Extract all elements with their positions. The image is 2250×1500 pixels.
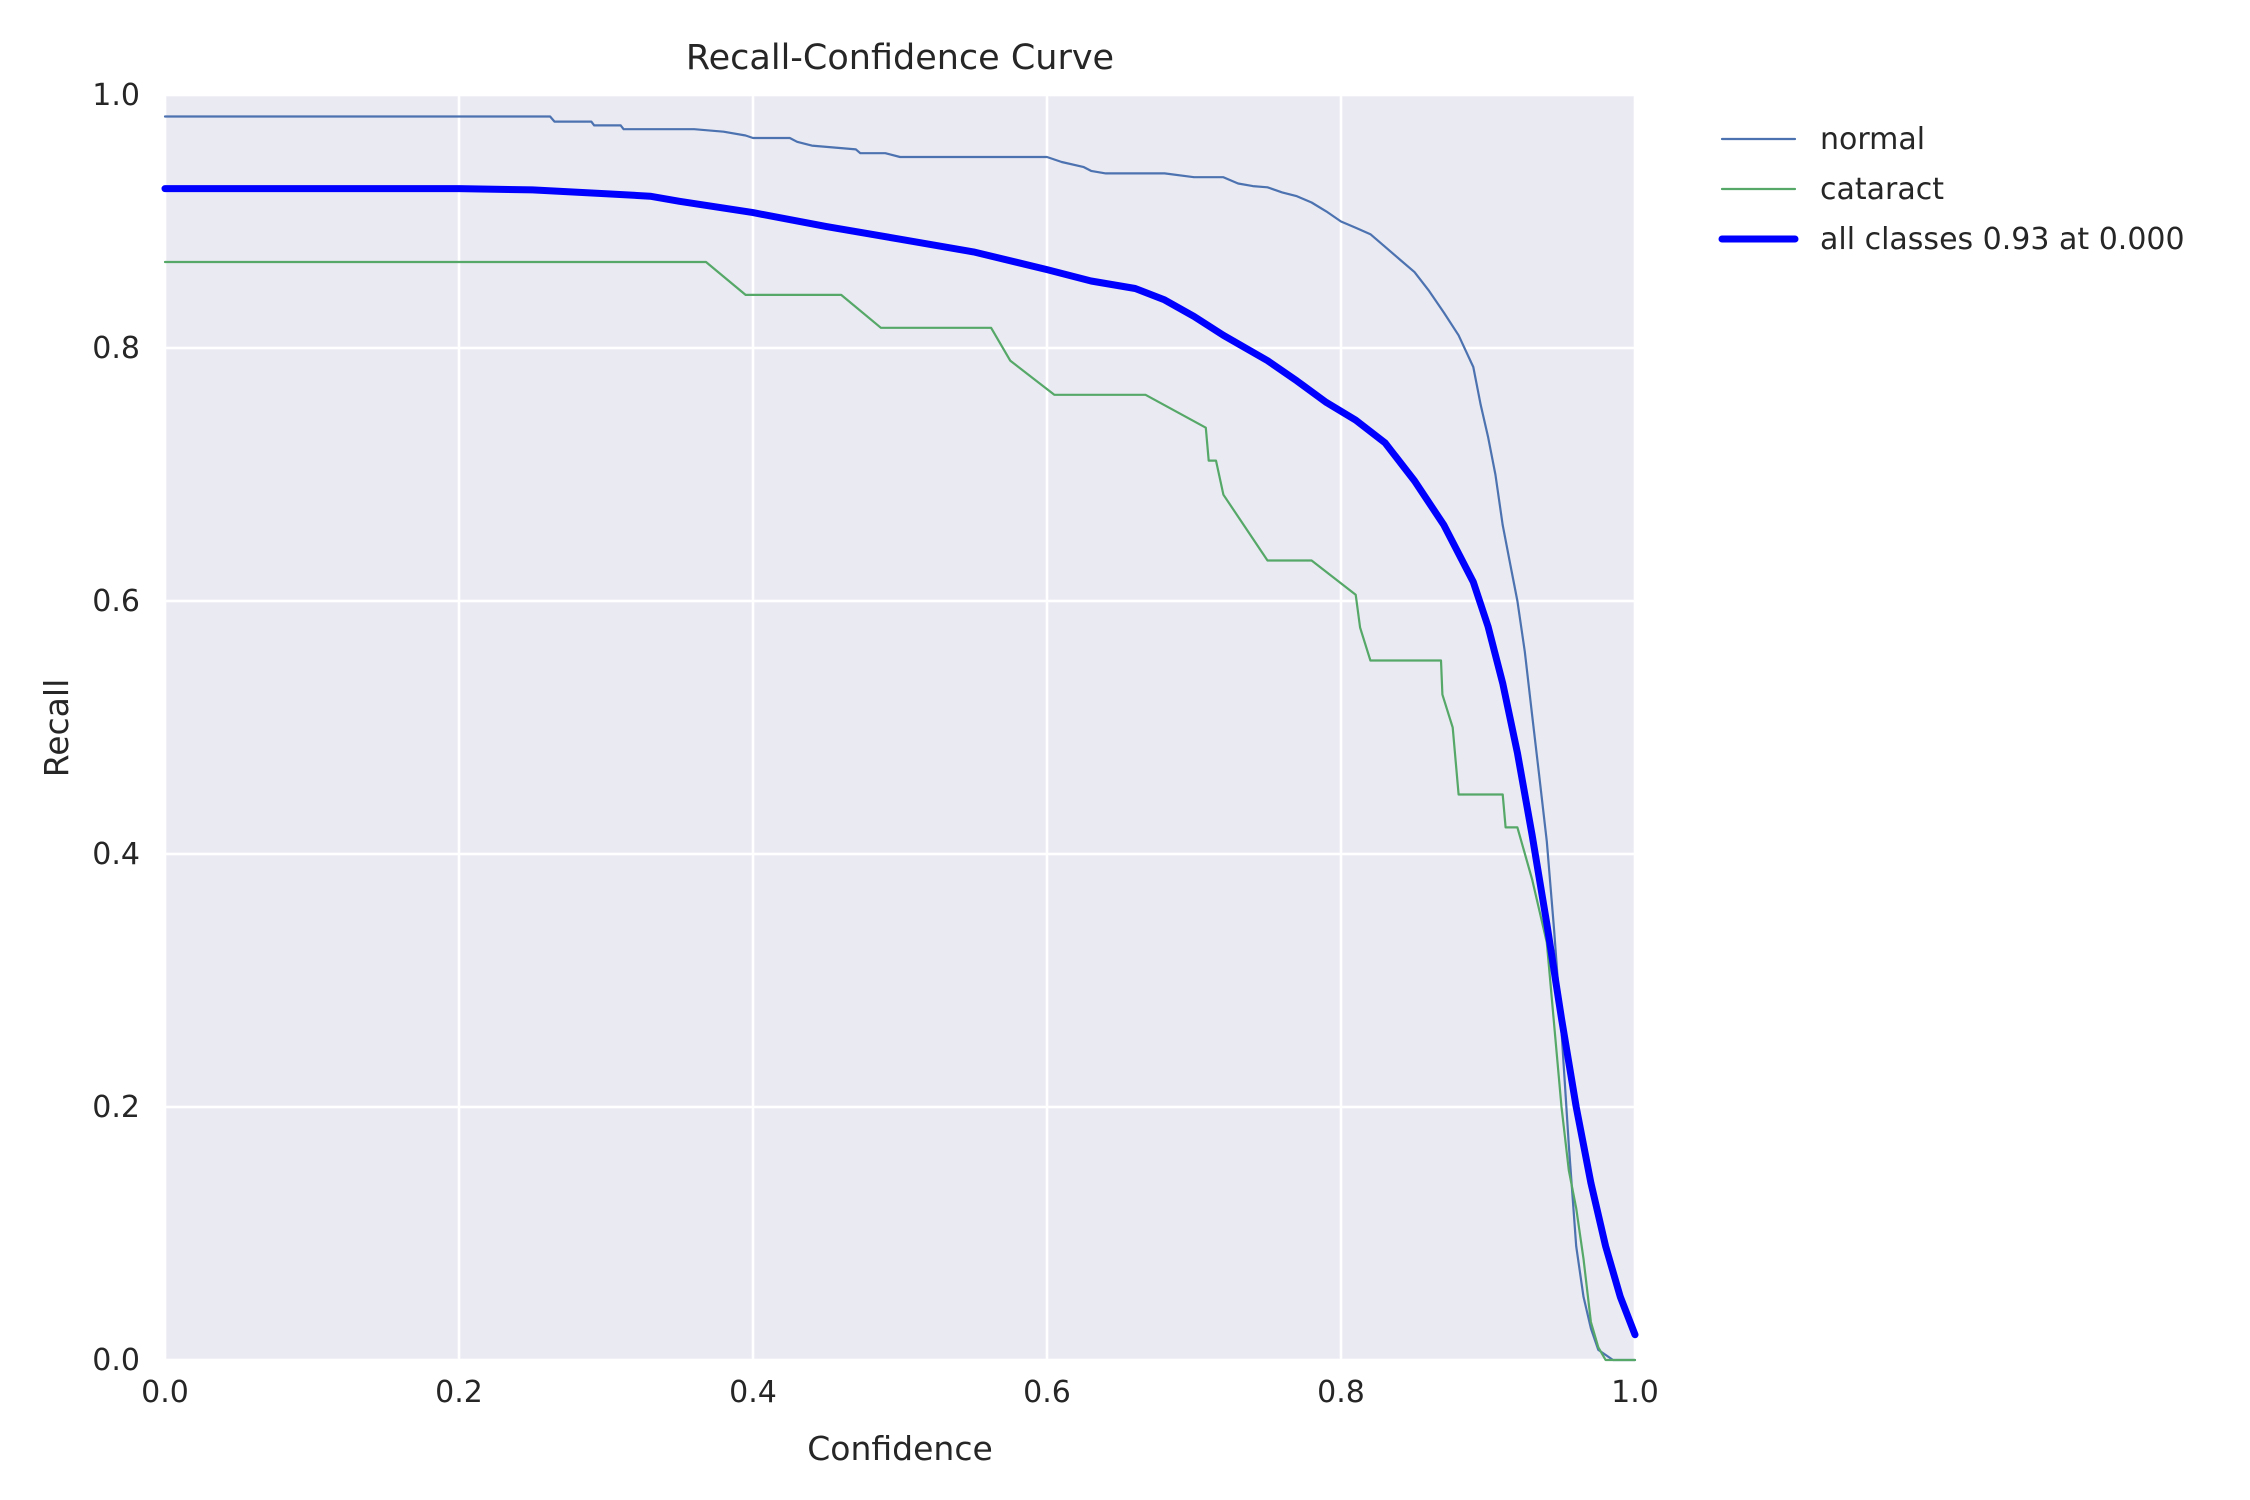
x-axis-label: Confidence [807,1429,993,1468]
y-tick-label: 0.0 [92,1343,140,1378]
legend-label-normal: normal [1820,122,1925,157]
x-tick-label: 0.2 [435,1375,483,1410]
y-tick-label: 0.8 [92,331,140,366]
y-tick-label: 0.2 [92,1090,140,1125]
y-tick-label: 0.4 [92,837,140,872]
legend: normal cataract all classes 0.93 at 0.000 [1718,122,2185,257]
series-line-normal [163,115,1637,1362]
x-tick-labels: 0.0 0.2 0.4 0.6 0.8 1.0 [141,1375,1659,1410]
x-tick-label: 1.0 [1611,1375,1659,1410]
series-line-all [161,185,1639,1339]
series-line-cataract [163,260,1637,1362]
x-tick-label: 0.4 [729,1375,777,1410]
grid-lines [163,93,1637,1362]
legend-label-all: all classes 0.93 at 0.000 [1820,222,2185,257]
y-axis-label: Recall [37,679,76,777]
chart-title: Recall-Confidence Curve [686,38,1114,78]
y-tick-label: 1.0 [92,78,140,113]
y-tick-labels: 0.0 0.2 0.4 0.6 0.8 1.0 [92,78,140,1378]
x-tick-label: 0.6 [1023,1375,1071,1410]
y-tick-label: 0.6 [92,584,140,619]
x-tick-label: 0.8 [1317,1375,1365,1410]
legend-label-cataract: cataract [1820,172,1944,207]
x-tick-label: 0.0 [141,1375,189,1410]
series-lines [161,115,1639,1362]
plot-area [165,95,1635,1360]
